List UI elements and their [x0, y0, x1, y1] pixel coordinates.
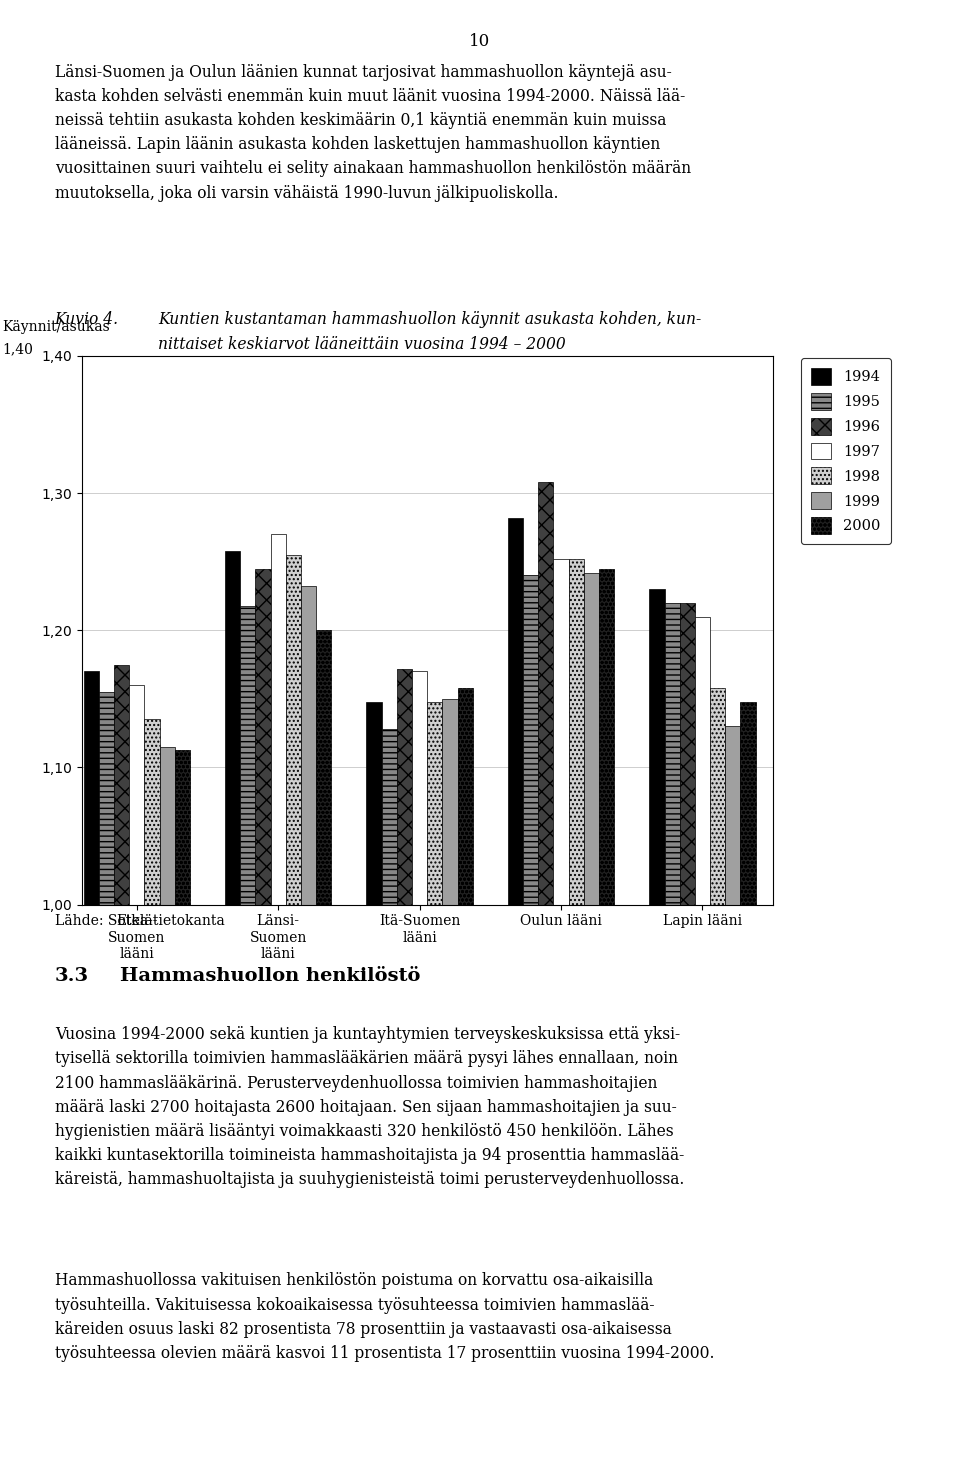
Text: Kuvio 4.: Kuvio 4. — [55, 311, 119, 328]
Text: Länsi-Suomen ja Oulun läänien kunnat tarjosivat hammashuollon käyntejä asu-
kast: Länsi-Suomen ja Oulun läänien kunnat tar… — [55, 64, 691, 202]
Bar — [554, 559, 568, 1483]
Bar — [271, 534, 286, 1483]
Bar — [159, 747, 175, 1483]
Bar — [114, 664, 130, 1483]
Bar — [710, 688, 725, 1483]
Bar — [458, 688, 472, 1483]
Bar — [740, 701, 756, 1483]
Bar — [225, 550, 240, 1483]
Bar — [382, 730, 396, 1483]
Bar — [584, 572, 599, 1483]
Text: Kuntien kustantaman hammashuollon käynnit asukasta kohden, kun-
nittaiset keskia: Kuntien kustantaman hammashuollon käynni… — [158, 311, 702, 353]
Bar — [664, 602, 680, 1483]
Bar — [568, 559, 584, 1483]
Bar — [695, 617, 710, 1483]
Bar — [316, 630, 331, 1483]
Bar — [508, 518, 523, 1483]
Bar — [130, 685, 144, 1483]
Bar — [144, 719, 159, 1483]
Bar — [599, 568, 614, 1483]
Bar — [523, 575, 539, 1483]
Bar — [84, 672, 99, 1483]
Bar — [99, 693, 114, 1483]
Bar — [300, 586, 316, 1483]
Bar — [240, 605, 255, 1483]
Text: 1,40: 1,40 — [2, 343, 33, 356]
Text: Hammashuollon henkilöstö: Hammashuollon henkilöstö — [120, 967, 420, 985]
Bar — [396, 669, 412, 1483]
Bar — [725, 727, 740, 1483]
Bar — [443, 698, 458, 1483]
Text: 10: 10 — [469, 33, 491, 49]
Bar — [286, 555, 300, 1483]
Bar — [680, 602, 695, 1483]
Bar — [427, 701, 443, 1483]
Text: Käynnit/asukas: Käynnit/asukas — [2, 320, 109, 334]
Bar — [367, 701, 382, 1483]
Text: Vuosina 1994-2000 sekä kuntien ja kuntayhtymien terveyskeskuksissa että yksi-
ty: Vuosina 1994-2000 sekä kuntien ja kuntay… — [55, 1026, 684, 1188]
Legend: 1994, 1995, 1996, 1997, 1998, 1999, 2000: 1994, 1995, 1996, 1997, 1998, 1999, 2000 — [801, 357, 891, 544]
Text: Hammashuollossa vakituisen henkilöstön poistuma on korvattu osa-aikaisilla
työsu: Hammashuollossa vakituisen henkilöstön p… — [55, 1272, 714, 1361]
Bar — [175, 749, 190, 1483]
Text: Lähde: Sotka-tietokanta: Lähde: Sotka-tietokanta — [55, 914, 225, 927]
Bar — [255, 568, 271, 1483]
Bar — [539, 482, 554, 1483]
Bar — [649, 589, 664, 1483]
Text: 3.3: 3.3 — [55, 967, 89, 985]
Bar — [412, 672, 427, 1483]
